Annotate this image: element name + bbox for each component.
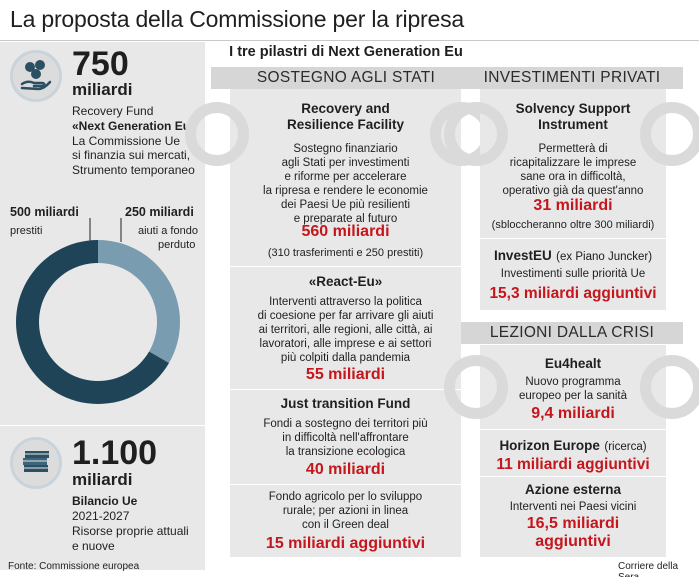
loans-value: 500 miliardi [10, 205, 79, 219]
eu4-title: Eu4healt [544, 356, 602, 371]
pillars-title: I tre pilastri di Next Generation Eu [229, 44, 463, 60]
azione-amount-1: 16,5 miliardi [526, 515, 620, 532]
credit: Corriere della Sera [618, 561, 679, 577]
decor-ring [185, 102, 249, 166]
lezioni-column [480, 345, 666, 557]
section-lezioni: LEZIONI DALLA CRISI [461, 322, 683, 344]
budget-unit: miliardi [72, 470, 133, 489]
ssi-description: Permetterà di ricapitalizzare le imprese… [502, 143, 644, 197]
agri-description: Fondo agricolo per lo sviluppo rurale; p… [268, 491, 423, 531]
investeu-description: Investimenti sulle priorità Ue [500, 268, 646, 280]
react-amount: 55 miliardi [305, 366, 386, 383]
horizon-subtitle: (ricerca) [604, 441, 647, 453]
section-sostegno: SOSTEGNO AGLI STATI [211, 67, 481, 89]
recovery-fund-desc-1: La Commissione Ue [72, 134, 181, 148]
ssi-amount: 31 miliardi [533, 197, 613, 214]
donut-slice-loans [15, 240, 170, 404]
ssi-note: (sbloccheranno oltre 300 miliardi) [491, 219, 655, 231]
react-description: Interventi attraverso la politica di coe… [257, 296, 434, 364]
decor-ring [444, 102, 508, 166]
azione-amount-2: aggiuntivi [535, 533, 611, 550]
jtf-title: Just transition Fund [280, 396, 411, 411]
investeu-title-row: InvestEU (ex Piano Juncker) [480, 247, 666, 265]
recovery-fund-label: Recovery Fund [72, 104, 154, 118]
investeu-amount: 15,3 miliardi aggiuntivi [489, 285, 657, 302]
recovery-fund-name: «Next Generation Eu» [72, 119, 197, 133]
horizon-title-row: Horizon Europe (ricerca) [480, 437, 666, 455]
block-divider [480, 429, 666, 430]
rrf-description: Sostegno finanziario agli Stati per inve… [263, 143, 428, 225]
block-divider [480, 238, 666, 239]
budget-years: 2021-2027 [72, 509, 130, 523]
grants-label-1: aiuti a fondo [138, 225, 198, 237]
decor-ring [640, 355, 699, 419]
title-divider [0, 40, 699, 41]
block-divider [480, 476, 666, 477]
decor-ring [640, 102, 699, 166]
ssi-title-1: Solvency Support [515, 101, 631, 116]
rrf-note: (310 trasferimenti e 250 prestiti) [267, 247, 424, 259]
eu4-amount: 9,4 miliardi [531, 405, 615, 422]
budget-label: Bilancio Ue [72, 494, 138, 508]
eu4-description: Nuovo programma europeo per la sanità [518, 376, 628, 402]
agri-amount: 15 miliardi aggiuntivi [265, 535, 426, 552]
grants-label-2: perduto [158, 239, 196, 251]
budget-amount: 1.100 [72, 434, 158, 472]
react-title: «React-Eu» [308, 274, 383, 289]
recovery-fund-amount: 750 [72, 45, 129, 83]
source-note: Fonte: Commissione europea [8, 561, 140, 572]
loans-label: prestiti [10, 225, 43, 237]
horizon-amount: 11 miliardi aggiuntivi [496, 456, 650, 473]
investeu-title: InvestEU [493, 248, 552, 263]
jtf-description: Fondi a sostegno dei territori più in di… [263, 418, 428, 458]
left-divider [0, 425, 205, 426]
grants-value: 250 miliardi [125, 205, 194, 219]
rrf-title-2: Resilience Facility [286, 117, 405, 132]
recovery-fund-desc-3: Strumento temporaneo [72, 163, 195, 177]
decor-ring [444, 355, 508, 419]
section-privati: INVESTIMENTI PRIVATI [461, 67, 683, 89]
budget-desc-1: Risorse proprie attuali [72, 524, 189, 538]
budget-desc-2: e nuove [72, 539, 115, 553]
rrf-title-1: Recovery and [301, 101, 390, 116]
donut-slices [15, 240, 181, 404]
ssi-title-2: Instrument [538, 117, 608, 132]
donut-chart [15, 218, 181, 404]
privati-column [480, 89, 666, 310]
recovery-fund-unit: miliardi [72, 80, 133, 99]
money-hand-icon [10, 50, 62, 102]
block-divider [230, 484, 461, 485]
page-title: La proposta della Commissione per la rip… [10, 6, 464, 32]
azione-title: Azione esterna [524, 482, 622, 497]
azione-description: Interventi nei Paesi vicini [509, 501, 637, 513]
block-divider [230, 389, 461, 390]
recovery-fund-desc-2: si finanzia sui mercati, [72, 148, 191, 162]
sostegno-column [230, 89, 461, 557]
rrf-amount: 560 miliardi [301, 223, 390, 240]
money-stack-icon [10, 437, 62, 489]
block-divider [230, 266, 461, 267]
investeu-subtitle: (ex Piano Juncker) [556, 251, 653, 263]
horizon-title: Horizon Europe [499, 438, 600, 453]
jtf-amount: 40 miliardi [305, 461, 386, 478]
donut-slice-grants [98, 240, 181, 363]
